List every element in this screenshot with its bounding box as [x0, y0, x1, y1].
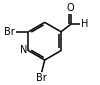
Text: Br: Br	[36, 73, 47, 83]
Text: O: O	[66, 3, 74, 13]
Text: N: N	[20, 45, 27, 55]
Text: Br: Br	[4, 27, 15, 37]
Text: H: H	[81, 19, 88, 29]
